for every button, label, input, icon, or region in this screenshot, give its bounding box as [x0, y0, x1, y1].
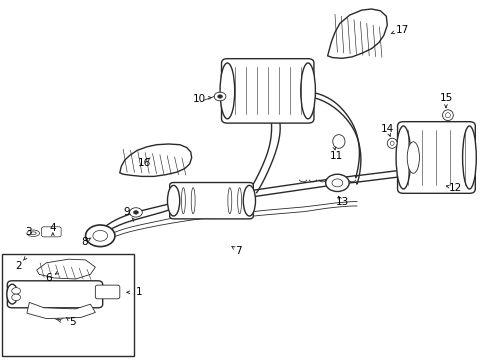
FancyBboxPatch shape [397, 122, 474, 193]
Ellipse shape [243, 185, 255, 216]
FancyBboxPatch shape [41, 227, 61, 237]
Circle shape [93, 230, 107, 241]
FancyBboxPatch shape [95, 285, 120, 299]
Text: 11: 11 [329, 150, 343, 161]
FancyBboxPatch shape [2, 254, 134, 356]
Ellipse shape [386, 138, 396, 148]
Ellipse shape [27, 230, 40, 237]
Circle shape [23, 264, 31, 269]
Text: 13: 13 [335, 197, 348, 207]
Text: 8: 8 [81, 237, 87, 247]
Ellipse shape [220, 63, 234, 119]
Text: 10: 10 [193, 94, 205, 104]
Circle shape [12, 288, 20, 294]
Ellipse shape [7, 284, 18, 304]
Ellipse shape [30, 232, 36, 235]
Ellipse shape [407, 142, 419, 173]
Polygon shape [327, 9, 386, 58]
Text: 15: 15 [438, 93, 452, 103]
Circle shape [85, 225, 115, 247]
Circle shape [133, 211, 138, 214]
Circle shape [325, 174, 348, 192]
Text: 4: 4 [49, 222, 56, 233]
Circle shape [217, 95, 222, 98]
Ellipse shape [462, 126, 475, 189]
Text: 14: 14 [380, 124, 393, 134]
FancyBboxPatch shape [221, 59, 313, 123]
Polygon shape [37, 259, 95, 279]
Circle shape [129, 208, 142, 217]
Text: 7: 7 [235, 246, 242, 256]
Text: 6: 6 [45, 273, 52, 283]
Circle shape [17, 259, 37, 274]
Circle shape [214, 92, 225, 101]
FancyBboxPatch shape [169, 183, 253, 219]
Text: 17: 17 [394, 24, 408, 35]
Polygon shape [120, 144, 191, 176]
Text: 1: 1 [136, 287, 142, 297]
FancyBboxPatch shape [7, 281, 102, 308]
Ellipse shape [445, 113, 449, 118]
Text: 3: 3 [25, 227, 32, 237]
Text: 5: 5 [69, 317, 76, 327]
Text: 16: 16 [137, 158, 151, 168]
Circle shape [12, 294, 20, 301]
Ellipse shape [332, 135, 345, 148]
Circle shape [331, 179, 342, 187]
Polygon shape [27, 302, 95, 319]
Text: 12: 12 [448, 183, 462, 193]
Ellipse shape [300, 63, 315, 119]
Circle shape [53, 311, 64, 320]
Text: 2: 2 [15, 261, 22, 271]
Ellipse shape [395, 126, 410, 189]
Text: 9: 9 [123, 207, 130, 217]
Ellipse shape [167, 185, 180, 216]
Ellipse shape [389, 141, 393, 145]
Ellipse shape [442, 110, 452, 121]
